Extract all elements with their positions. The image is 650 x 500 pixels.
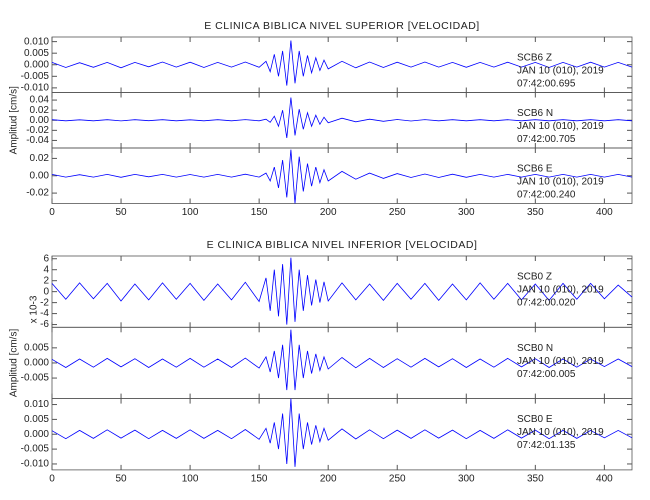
y-tick-label: 0.00 bbox=[30, 115, 50, 126]
x-tick-label: 250 bbox=[389, 474, 406, 485]
y-tick-label: 0.000 bbox=[24, 358, 49, 369]
trace-annotation: SCB6 N bbox=[517, 108, 553, 119]
trace-annotation: 07:42:00.020 bbox=[517, 298, 576, 309]
trace-annotation: JAN 10 (010), 2019 bbox=[517, 427, 604, 438]
trace-annotation: JAN 10 (010), 2019 bbox=[517, 177, 604, 188]
trace-annotation: 07:42:00.705 bbox=[517, 134, 576, 145]
y-tick-label: -0.02 bbox=[26, 125, 49, 136]
y-tick-label: -6 bbox=[40, 319, 49, 330]
x-tick-label: 100 bbox=[182, 207, 199, 218]
x-tick-label: 400 bbox=[596, 474, 613, 485]
y-tick-label: 0.000 bbox=[24, 59, 49, 70]
scale-label: x 10-3 bbox=[29, 295, 40, 323]
y-tick-label: -0.005 bbox=[21, 444, 50, 455]
trace-annotation: SCB0 N bbox=[517, 343, 553, 354]
y-tick-label: 2 bbox=[43, 275, 49, 286]
y-tick-label: -2 bbox=[40, 297, 49, 308]
y-tick-label: 0.010 bbox=[24, 36, 49, 47]
x-tick-label: 250 bbox=[389, 207, 406, 218]
waveform bbox=[51, 149, 633, 204]
trace-annotation: 07:42:00.695 bbox=[517, 79, 576, 90]
trace-annotation: 07:42:01.135 bbox=[517, 440, 576, 451]
x-tick-label: 100 bbox=[182, 474, 199, 485]
y-tick-label: -0.010 bbox=[21, 83, 50, 94]
trace-annotation: SCB0 E bbox=[517, 414, 553, 425]
y-tick-label: 0.005 bbox=[24, 342, 49, 353]
x-tick-label: 150 bbox=[251, 207, 268, 218]
y-tick-label: 6 bbox=[43, 253, 49, 264]
waveform bbox=[51, 97, 633, 138]
y-tick-label: 0.005 bbox=[24, 48, 49, 59]
waveform bbox=[51, 257, 633, 325]
y-tick-label: 0.04 bbox=[30, 95, 50, 106]
y-tick-label: 0.02 bbox=[30, 153, 50, 164]
x-tick-label: 300 bbox=[458, 207, 475, 218]
x-tick-label: 400 bbox=[596, 207, 613, 218]
trace-annotation: SCB6 Z bbox=[517, 53, 552, 64]
x-tick-label: 300 bbox=[458, 474, 475, 485]
trace-annotation: JAN 10 (010), 2019 bbox=[517, 285, 604, 296]
y-tick-label: -4 bbox=[40, 308, 49, 319]
x-tick-label: 50 bbox=[115, 474, 127, 485]
trace-annotation: 07:42:00.240 bbox=[517, 190, 576, 201]
trace-annotation: JAN 10 (010), 2019 bbox=[517, 121, 604, 132]
waveform bbox=[51, 329, 633, 391]
trace-annotation: JAN 10 (010), 2019 bbox=[517, 66, 604, 77]
chart-title: E CLINICA BIBLICA NIVEL INFERIOR [VELOCI… bbox=[207, 239, 478, 251]
y-tick-label: -0.010 bbox=[21, 459, 50, 470]
y-tick-label: -0.005 bbox=[21, 373, 50, 384]
x-tick-label: 200 bbox=[320, 207, 337, 218]
x-tick-label: 0 bbox=[49, 474, 55, 485]
trace-annotation: SCB6 E bbox=[517, 164, 553, 175]
x-tick-label: 50 bbox=[115, 207, 127, 218]
y-axis-label: Amplitud [cm/s] bbox=[9, 86, 20, 155]
y-axis-label: Amplitud [cm/s] bbox=[9, 329, 20, 398]
y-tick-label: 0 bbox=[43, 286, 49, 297]
waveform bbox=[51, 398, 633, 467]
y-tick-label: -0.005 bbox=[21, 71, 50, 82]
y-tick-label: 0.010 bbox=[24, 399, 49, 410]
x-tick-label: 350 bbox=[527, 207, 544, 218]
x-tick-label: 200 bbox=[320, 474, 337, 485]
x-tick-label: 0 bbox=[49, 207, 55, 218]
x-tick-label: 150 bbox=[251, 474, 268, 485]
trace-annotation: JAN 10 (010), 2019 bbox=[517, 356, 604, 367]
x-tick-label: 350 bbox=[527, 474, 544, 485]
y-tick-label: 0.000 bbox=[24, 429, 49, 440]
chart-title: E CLINICA BIBLICA NIVEL SUPERIOR [VELOCI… bbox=[204, 20, 479, 32]
trace-annotation: 07:42:00.005 bbox=[517, 369, 576, 380]
y-tick-label: 0.005 bbox=[24, 414, 49, 425]
waveform bbox=[51, 40, 633, 86]
trace-annotation: SCB0 Z bbox=[517, 272, 552, 283]
y-tick-label: 0.02 bbox=[30, 105, 50, 116]
y-tick-label: 0.00 bbox=[30, 170, 50, 181]
y-tick-label: -0.04 bbox=[26, 135, 49, 146]
y-tick-label: 4 bbox=[43, 264, 49, 275]
y-tick-label: -0.02 bbox=[26, 188, 49, 199]
